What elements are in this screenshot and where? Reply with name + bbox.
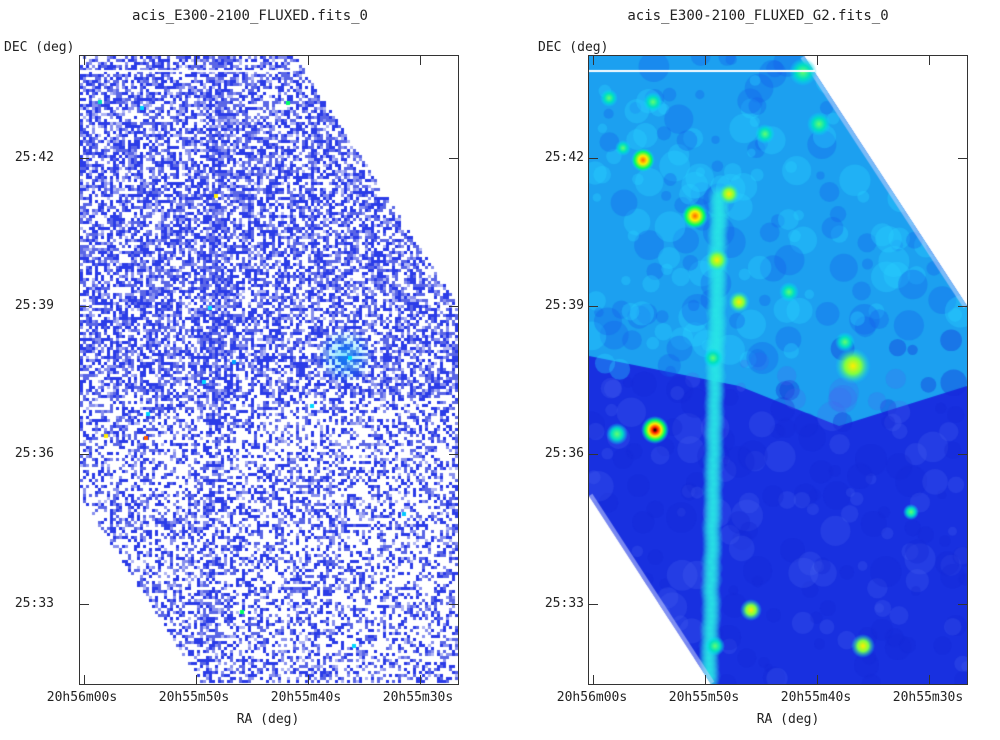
tick-mark: [705, 56, 706, 65]
tick-mark: [589, 454, 598, 455]
y-axis-label: DEC (deg): [538, 40, 609, 55]
x-tick-label: 20h55m30s: [382, 690, 454, 705]
x-axis-label: RA (deg): [756, 712, 820, 727]
tick-mark: [929, 56, 930, 65]
tick-mark: [593, 56, 594, 65]
y-tick-label: 25:36: [544, 446, 584, 461]
tick-mark: [817, 56, 818, 65]
x-tick-label: 20h55m30s: [892, 690, 964, 705]
left-image-panel: acis_E300-2100_FLUXED.fits_0 DEC (deg) 2…: [4, 8, 459, 727]
tick-mark: [449, 454, 458, 455]
y-tick-label: 25:42: [544, 150, 584, 165]
panel-title: acis_E300-2100_FLUXED.fits_0: [131, 8, 368, 24]
tick-mark: [589, 306, 598, 307]
image-frame: [79, 55, 459, 685]
tick-mark: [589, 604, 598, 605]
tick-mark: [593, 675, 594, 684]
tick-mark: [929, 675, 930, 684]
tick-mark: [80, 158, 89, 159]
tick-mark: [589, 158, 598, 159]
x-axis-label: RA (deg): [236, 712, 300, 727]
y-axis-label: DEC (deg): [4, 40, 75, 55]
x-tick-label: 20h56m00s: [556, 690, 628, 705]
tick-mark: [817, 675, 818, 684]
y-tick-label: 25:39: [544, 298, 584, 313]
y-tick-label: 25:33: [14, 596, 54, 611]
tick-mark: [80, 306, 89, 307]
tick-mark: [449, 158, 458, 159]
tick-mark: [196, 56, 197, 65]
fits-image-smoothed: [589, 56, 967, 684]
tick-mark: [80, 454, 89, 455]
tick-mark: [705, 675, 706, 684]
y-tick-label: 25:33: [544, 596, 584, 611]
x-tick-label: 20h55m50s: [668, 690, 740, 705]
y-tick-label: 25:39: [14, 298, 54, 313]
tick-mark: [84, 56, 85, 65]
tick-mark: [449, 306, 458, 307]
x-tick-label: 20h55m50s: [158, 690, 230, 705]
tick-mark: [84, 675, 85, 684]
y-tick-label: 25:36: [14, 446, 54, 461]
x-tick-label: 20h55m40s: [780, 690, 852, 705]
panel-title: acis_E300-2100_FLUXED_G2.fits_0: [627, 8, 889, 24]
tick-mark: [449, 604, 458, 605]
x-tick-label: 20h55m40s: [270, 690, 342, 705]
tick-mark: [308, 675, 309, 684]
tick-mark: [958, 604, 967, 605]
x-tick-label: 20h56m00s: [46, 690, 118, 705]
tick-mark: [308, 56, 309, 65]
image-frame: [588, 55, 968, 685]
right-image-panel: acis_E300-2100_FLUXED_G2.fits_0 DEC (deg…: [508, 0, 1000, 740]
tick-mark: [80, 604, 89, 605]
tick-mark: [958, 454, 967, 455]
tick-mark: [958, 306, 967, 307]
tick-mark: [420, 56, 421, 65]
tick-mark: [958, 158, 967, 159]
tick-mark: [420, 675, 421, 684]
fits-image-unsmoothed: [80, 56, 458, 684]
tick-mark: [196, 675, 197, 684]
y-tick-label: 25:42: [14, 150, 54, 165]
